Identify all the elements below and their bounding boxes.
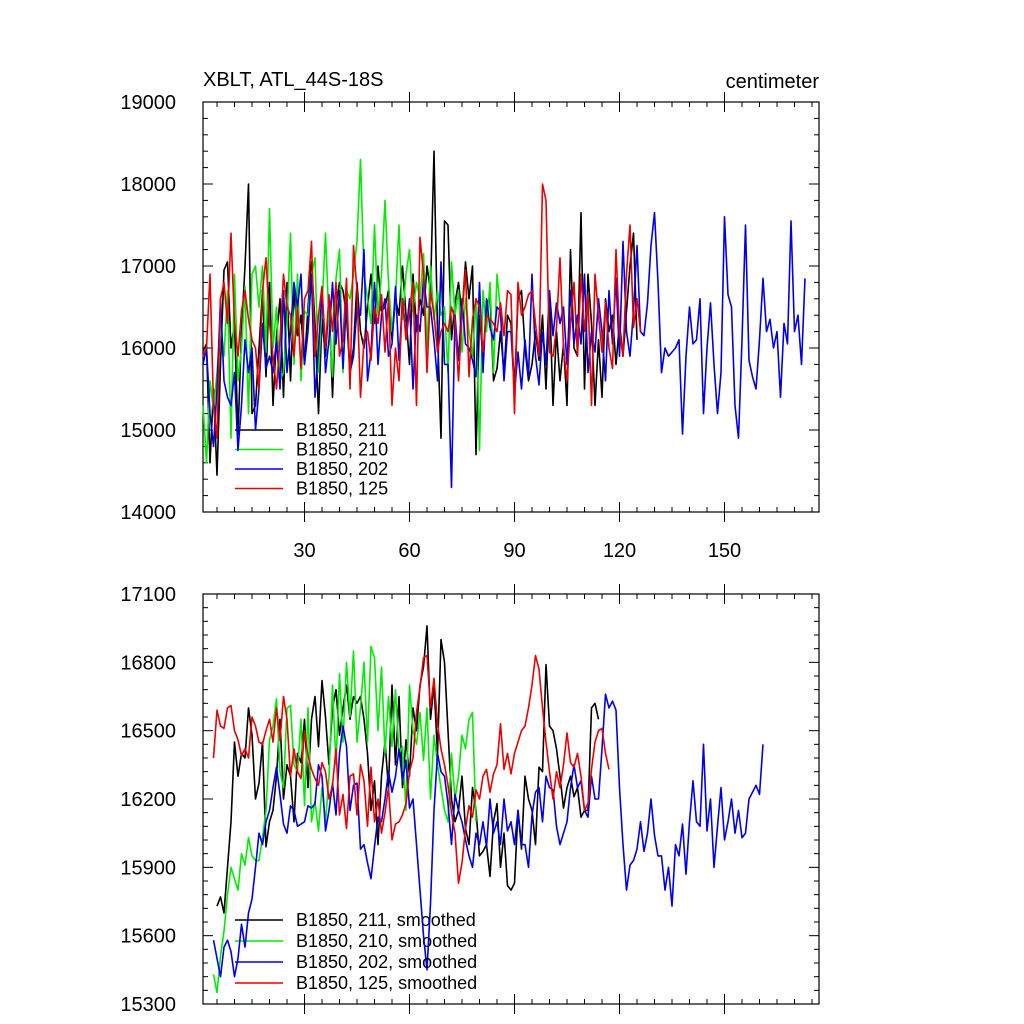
series-line-3 [212, 654, 610, 885]
legend-label: B1850, 125, smoothed [296, 973, 477, 993]
y-tick-label: 16800 [120, 652, 176, 674]
legend-label: B1850, 202 [296, 459, 388, 479]
y-tick-label: 18000 [120, 174, 176, 196]
legend-label: B1850, 211 [296, 420, 387, 440]
y-tick-label: 16200 [120, 789, 176, 811]
y-tick-label: 15300 [120, 994, 176, 1016]
legend-label: B1850, 202, smoothed [296, 952, 477, 972]
chart-units-label: centimeter [726, 71, 820, 93]
y-tick-label: 15600 [120, 926, 176, 948]
y-tick-label: 15900 [120, 857, 176, 879]
bottom-panel: 15300 15600 15900 16200 16500 16800 17100 B1850… [120, 584, 820, 1016]
x-tick-label: 30 [293, 540, 315, 562]
legend-label: B1850, 125 [296, 479, 388, 499]
y-tick-label: 17000 [120, 256, 176, 278]
series-line-1 [212, 645, 477, 994]
y-tick-label: 19000 [120, 92, 176, 114]
y-tick-label: 16500 [120, 721, 176, 743]
x-tick-label: 150 [708, 540, 741, 562]
y-tick-label: 17100 [120, 584, 176, 606]
y-tick-label: 15000 [120, 420, 176, 442]
legend-label: B1850, 210 [296, 440, 388, 460]
y-tick-label: 14000 [120, 502, 176, 524]
x-tick-label: 90 [503, 540, 525, 562]
x-tick-label: 60 [398, 540, 420, 562]
top-panel: 14000 15000 16000 17000 18000 19000 30 60 90 120 1… [120, 92, 820, 562]
legend-label: B1850, 210, smoothed [296, 931, 477, 951]
legend-label: B1850, 211, smoothed [296, 910, 476, 930]
series-line-2 [212, 693, 764, 978]
plot-frame [202, 101, 820, 513]
chart-title: XBLT, ATL_44S-18S [203, 69, 383, 91]
y-tick-label: 16000 [120, 338, 176, 360]
x-tick-label: 120 [603, 540, 636, 562]
series-line-3 [202, 183, 642, 440]
